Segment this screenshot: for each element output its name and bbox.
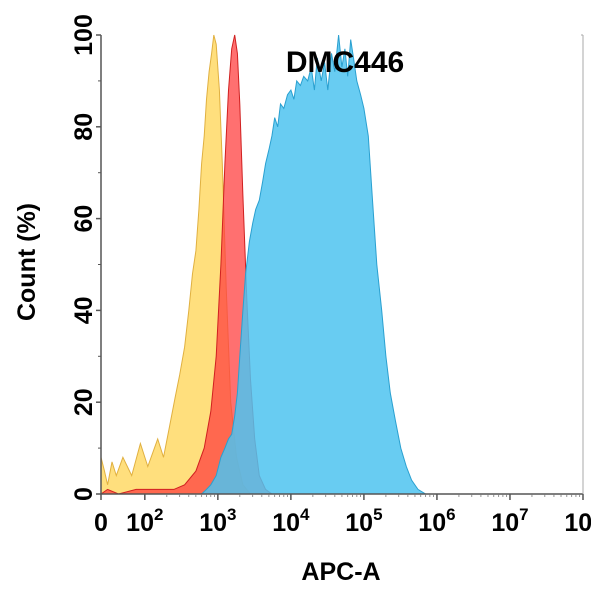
chart-title: DMC446 bbox=[286, 46, 404, 79]
y-tick-label: 100 bbox=[70, 14, 98, 56]
x-tick-label: 107 bbox=[491, 505, 528, 537]
x-tick-base: 10 bbox=[418, 509, 446, 537]
y-tick-label: 20 bbox=[70, 388, 98, 416]
x-tick-base: 10 bbox=[272, 509, 300, 537]
x-tick-label: 105 bbox=[345, 505, 382, 537]
x-tick-base: 10 bbox=[199, 509, 227, 537]
x-tick-exponent: 5 bbox=[373, 505, 382, 524]
x-tick-labels: 0102103104105106107108 bbox=[94, 505, 591, 537]
x-tick-label: 104 bbox=[272, 505, 310, 537]
x-tick-exponent: 3 bbox=[227, 505, 236, 524]
x-tick-exponent: 7 bbox=[519, 505, 528, 524]
x-tick-base: 10 bbox=[126, 509, 154, 537]
x-tick-exponent: 6 bbox=[446, 505, 455, 524]
histogram-series-layer bbox=[99, 34, 428, 495]
x-tick-base: 0 bbox=[94, 509, 108, 537]
x-tick-exponent: 4 bbox=[300, 505, 310, 524]
y-tick-label: 40 bbox=[70, 296, 98, 324]
axes-layer bbox=[96, 34, 584, 500]
x-tick-label: 0 bbox=[94, 509, 108, 537]
x-axis-label: APC-A bbox=[301, 558, 380, 586]
x-tick-label: 103 bbox=[199, 505, 236, 537]
y-axis-label: Count (%) bbox=[13, 203, 41, 321]
x-tick-base: 10 bbox=[345, 509, 373, 537]
x-tick-label: 106 bbox=[418, 505, 455, 537]
x-tick-label: 108 bbox=[564, 505, 591, 537]
y-tick-label: 60 bbox=[70, 205, 98, 233]
x-tick-exponent: 2 bbox=[154, 505, 163, 524]
y-tick-label: 80 bbox=[70, 113, 98, 141]
x-tick-label: 102 bbox=[126, 505, 163, 537]
series-area-3 bbox=[200, 34, 428, 495]
x-tick-base: 10 bbox=[564, 509, 591, 537]
y-tick-label: 0 bbox=[70, 487, 98, 501]
x-tick-base: 10 bbox=[491, 509, 519, 537]
y-tick-labels: 0 20 40 60 80 100 bbox=[70, 14, 98, 501]
